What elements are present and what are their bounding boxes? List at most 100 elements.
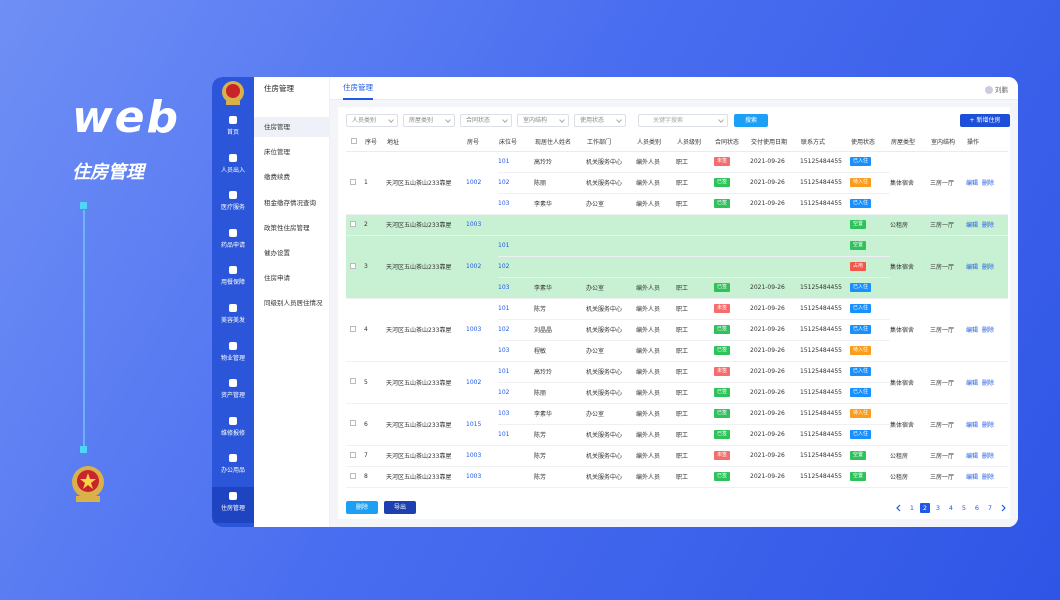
action-link[interactable]: 删除 [982, 474, 995, 481]
action-link[interactable]: 编辑 [966, 180, 979, 187]
nav-item[interactable]: 用餐保障 [212, 261, 254, 297]
cell: 2 [364, 214, 386, 236]
action-link[interactable]: 编辑 [966, 264, 979, 271]
filter-select[interactable]: 房屋类别 [403, 114, 455, 127]
contract-tag: 已签 [714, 346, 731, 355]
row-select[interactable] [346, 445, 364, 467]
nav-item[interactable]: 维修报修 [212, 412, 254, 448]
cell: 1015 [466, 403, 498, 446]
submenu-item[interactable]: 床位管理 [264, 148, 290, 157]
nav-item[interactable]: 医疗服务 [212, 186, 254, 222]
cell: 陈丽 [534, 172, 586, 194]
address: 天河区五山茶山233靠屋 [386, 327, 452, 334]
page-number[interactable]: 2 [920, 503, 930, 513]
page-number[interactable]: 4 [948, 504, 954, 512]
filter-select[interactable]: 人员类别 [346, 114, 398, 127]
action-link[interactable]: 编辑 [966, 474, 979, 481]
page-number[interactable]: 5 [961, 504, 967, 512]
action-link[interactable]: 删除 [982, 222, 995, 229]
nav-item[interactable]: 人员出入 [212, 149, 254, 185]
cell: 102 [498, 382, 534, 404]
dept: 机关服务中心 [586, 159, 623, 166]
cell: 李素华 [534, 193, 586, 215]
select-all[interactable] [346, 133, 364, 152]
action-link[interactable]: 删除 [982, 180, 995, 187]
nav-item[interactable]: 办公用品 [212, 449, 254, 485]
action-link[interactable]: 删除 [982, 421, 995, 429]
submenu-item[interactable]: 住房申请 [264, 274, 290, 283]
row-select[interactable] [346, 214, 364, 236]
page-number[interactable]: 7 [987, 504, 993, 512]
row-select[interactable] [346, 235, 364, 299]
search-placeholder: 关键字搜索 [653, 117, 684, 124]
submenu-item[interactable]: 缴费续费 [264, 173, 290, 182]
search-input[interactable]: 关键字搜索 [638, 114, 728, 127]
search-button[interactable]: 搜索 [734, 114, 768, 127]
row-select[interactable] [346, 151, 364, 215]
action-link[interactable]: 编辑 [966, 379, 979, 387]
cell: 1 [364, 151, 386, 215]
action-link[interactable]: 删除 [982, 264, 995, 271]
action-link[interactable]: 编辑 [966, 453, 979, 460]
filter-select[interactable]: 合同状态 [460, 114, 512, 127]
cell: 已入住 [850, 151, 890, 173]
action-link[interactable]: 删除 [982, 453, 995, 460]
row-select[interactable] [346, 298, 364, 362]
nav-item[interactable]: 药品申请 [212, 224, 254, 260]
cell: 机关服务中心 [586, 298, 636, 320]
page-number[interactable]: 1 [909, 504, 915, 512]
contract-tag: 未签 [714, 304, 731, 313]
footer-button[interactable]: 删除 [346, 501, 378, 514]
submenu-item[interactable]: 催办设置 [264, 249, 290, 257]
nav-item[interactable]: 住房管理 [212, 487, 254, 523]
nav-item[interactable]: 资产管理 [212, 374, 254, 410]
action-link[interactable]: 编辑 [966, 421, 979, 429]
hero-subtitle: 住房管理 [72, 162, 144, 183]
cell: 2021-09-26 [750, 361, 800, 383]
nav-item[interactable]: 物业管理 [212, 337, 254, 373]
cell: 空置 [850, 445, 890, 467]
nav-item[interactable]: 美容美发 [212, 299, 254, 335]
name: 陈芳 [534, 453, 547, 460]
row-select[interactable] [346, 403, 364, 446]
row-select[interactable] [346, 466, 364, 488]
cell: 天河区五山茶山233靠屋 [386, 403, 466, 446]
footer-button[interactable]: 导出 [384, 501, 416, 514]
page-number[interactable]: 6 [974, 504, 980, 512]
user[interactable]: 刘鹏 [984, 84, 1008, 94]
add-button[interactable]: + 新增住房 [960, 114, 1010, 127]
submenu-item[interactable]: 住房管理 [254, 117, 330, 137]
cell: 2021-09-26 [750, 193, 800, 215]
cell [534, 256, 586, 278]
page-arrow[interactable] [998, 503, 1008, 513]
filter-select[interactable]: 使用状态 [574, 114, 626, 127]
page-arrow[interactable] [894, 503, 904, 513]
filter-select[interactable]: 室内结构 [517, 114, 569, 127]
action-link[interactable]: 删除 [982, 327, 995, 334]
main: 住房管理 刘鹏 关键字搜索 搜索 + 新增住房 序号 地址 房号 床位号 现居住人姓名工… [330, 77, 1018, 527]
status-tag: 待入住 [850, 346, 872, 355]
nav-item[interactable]: 首页 [212, 111, 254, 147]
type: 集体宿舍 [890, 264, 915, 271]
address: 天河区五山茶山233靠屋 [386, 222, 452, 229]
submenu-item[interactable]: 政策性住房管理 [264, 223, 310, 232]
name: 陈丽 [534, 390, 547, 397]
row-select[interactable] [346, 361, 364, 404]
nav-label: 资产管理 [220, 392, 245, 400]
cell: 陈芳 [534, 424, 586, 446]
phone: 15125484455 [800, 200, 842, 207]
cell: 天河区五山茶山233靠屋 [386, 151, 466, 215]
action-link[interactable]: 删除 [982, 379, 995, 387]
submenu-item[interactable]: 租金缴存情况查询 [264, 198, 316, 207]
tab[interactable]: 住房管理 [343, 77, 373, 100]
bed-number: 101 [498, 305, 510, 312]
action-link[interactable]: 编辑 [966, 327, 979, 334]
cell: 空置 [850, 235, 890, 257]
page-number[interactable]: 3 [935, 504, 941, 512]
name: 陈芳 [534, 474, 547, 481]
action-link[interactable]: 编辑 [966, 222, 979, 229]
nav-label: 物业管理 [220, 354, 245, 362]
submenu-item[interactable]: 同级别人员居住情况 [264, 299, 323, 308]
cell: 天河区五山茶山233靠屋 [386, 214, 466, 236]
cell: 编外人员 [636, 466, 676, 488]
